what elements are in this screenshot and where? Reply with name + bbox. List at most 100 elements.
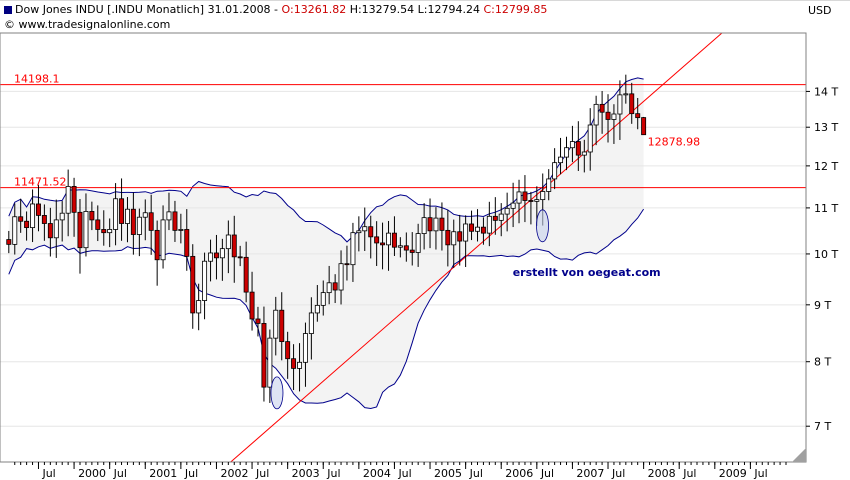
candle-body <box>605 111 611 120</box>
x-tick-label: 2009 <box>719 467 747 480</box>
candle-body <box>587 124 593 153</box>
candle-body <box>362 226 368 232</box>
lower-band <box>8 208 645 410</box>
candle-body <box>95 219 101 230</box>
candle-body <box>59 212 65 221</box>
candle-body <box>641 117 647 136</box>
candle-body <box>41 215 47 224</box>
candle-body <box>208 252 214 262</box>
candle-body <box>130 208 136 235</box>
x-tick-label: Jul <box>326 467 340 480</box>
value-labels: 14198.1 11471.52 12878.98 erstellt von oege… <box>14 73 700 280</box>
candle-body <box>273 309 279 339</box>
trend-line <box>230 32 723 463</box>
candlesticks <box>6 74 647 403</box>
plot-frame <box>0 0 850 463</box>
candle-body <box>119 198 125 224</box>
candle-body <box>297 361 303 369</box>
author-annotation: erstellt von oegeat.com <box>513 266 661 279</box>
candle-body <box>113 198 119 230</box>
candle-body <box>285 341 291 360</box>
candle-body <box>231 234 237 258</box>
y-tick-label: 14 T <box>814 85 838 98</box>
candle-body <box>6 239 12 245</box>
header-symbol: Dow Jones INDU [.INDU Monatlich] <box>15 3 205 16</box>
candle-body <box>219 248 225 259</box>
candle-body <box>617 94 623 115</box>
candle-body <box>498 213 504 221</box>
x-tick-label: Jul <box>255 467 269 480</box>
candle-body <box>30 203 36 229</box>
x-tick-label: Jul <box>611 467 625 480</box>
candle-body <box>24 220 30 229</box>
header-date: 31.01.2008 <box>207 3 271 16</box>
x-axis: Jul 2000 Jul 2001 Jul 2002 Jul 2003 Jul 2004 Jul 20… <box>14 462 787 480</box>
candle-body <box>148 212 154 231</box>
candle-body <box>368 226 374 238</box>
candle-body <box>77 211 83 249</box>
candle-body <box>421 217 427 234</box>
candle-body <box>18 216 24 222</box>
candle-body <box>475 226 480 232</box>
candle-body <box>629 93 635 115</box>
plot-border <box>0 32 807 463</box>
candle-body <box>166 211 172 221</box>
currency-label: USD <box>808 4 832 17</box>
candle-body <box>558 156 564 164</box>
header-high: H:13279.54 <box>349 3 415 16</box>
candle-body <box>510 202 516 209</box>
candle-body <box>36 203 41 216</box>
header-line: Dow Jones INDU [.INDU Monatlich] 31.01.2… <box>4 3 547 16</box>
y-tick-label: 13 T <box>814 121 838 134</box>
candle-body <box>492 215 498 221</box>
candle-body <box>540 191 546 201</box>
x-tick-label: 2000 <box>78 467 106 480</box>
candle-body <box>243 256 249 293</box>
candle-body <box>350 232 356 266</box>
x-tick-label: Jul <box>540 467 554 480</box>
candle-body <box>593 103 599 126</box>
y-tick-label: 12 T <box>814 160 838 173</box>
candle-body <box>575 141 581 156</box>
highlight-ellipse <box>270 376 284 410</box>
candle-body <box>397 245 403 248</box>
uptrend-line <box>230 32 723 463</box>
candle-body <box>196 300 202 314</box>
bollinger-bands <box>8 77 645 410</box>
candle-body <box>374 236 380 244</box>
candle-body <box>457 231 463 242</box>
candle-body <box>65 186 71 214</box>
grid <box>0 90 806 427</box>
candle-body <box>255 318 261 324</box>
upper-band <box>8 77 644 243</box>
x-tick-label: Jul <box>397 467 411 480</box>
candle-body <box>445 229 451 246</box>
candle-body <box>469 223 475 232</box>
candle-body <box>409 249 415 253</box>
header-open: O:13261.82 <box>281 3 347 16</box>
candle-body <box>546 178 552 192</box>
y-tick-label: 8 T <box>814 356 831 369</box>
candle-body <box>142 212 148 218</box>
candle-body <box>184 229 190 257</box>
band-area <box>8 77 644 409</box>
candle-body <box>534 199 540 202</box>
candle-body <box>386 232 392 246</box>
candle-body <box>427 217 433 232</box>
candle-body <box>213 252 219 259</box>
x-tick-label: Jul <box>113 467 127 480</box>
candle-body <box>599 103 605 113</box>
y-tick-label: 7 T <box>814 420 831 433</box>
y-tick-label: 10 T <box>814 248 838 261</box>
horizontal-levels <box>0 84 806 189</box>
candle-body <box>451 231 457 246</box>
candle-body <box>249 291 255 320</box>
resize-grip <box>792 448 806 462</box>
level-label: 11471.52 <box>14 176 67 189</box>
y-tick-label: 9 T <box>814 299 831 312</box>
candle-body <box>83 211 89 249</box>
highlight-ellipses <box>270 209 549 410</box>
header-close: C:12799.85 <box>483 3 548 16</box>
candle-body <box>53 219 59 239</box>
x-tick-label: 2008 <box>648 467 676 480</box>
